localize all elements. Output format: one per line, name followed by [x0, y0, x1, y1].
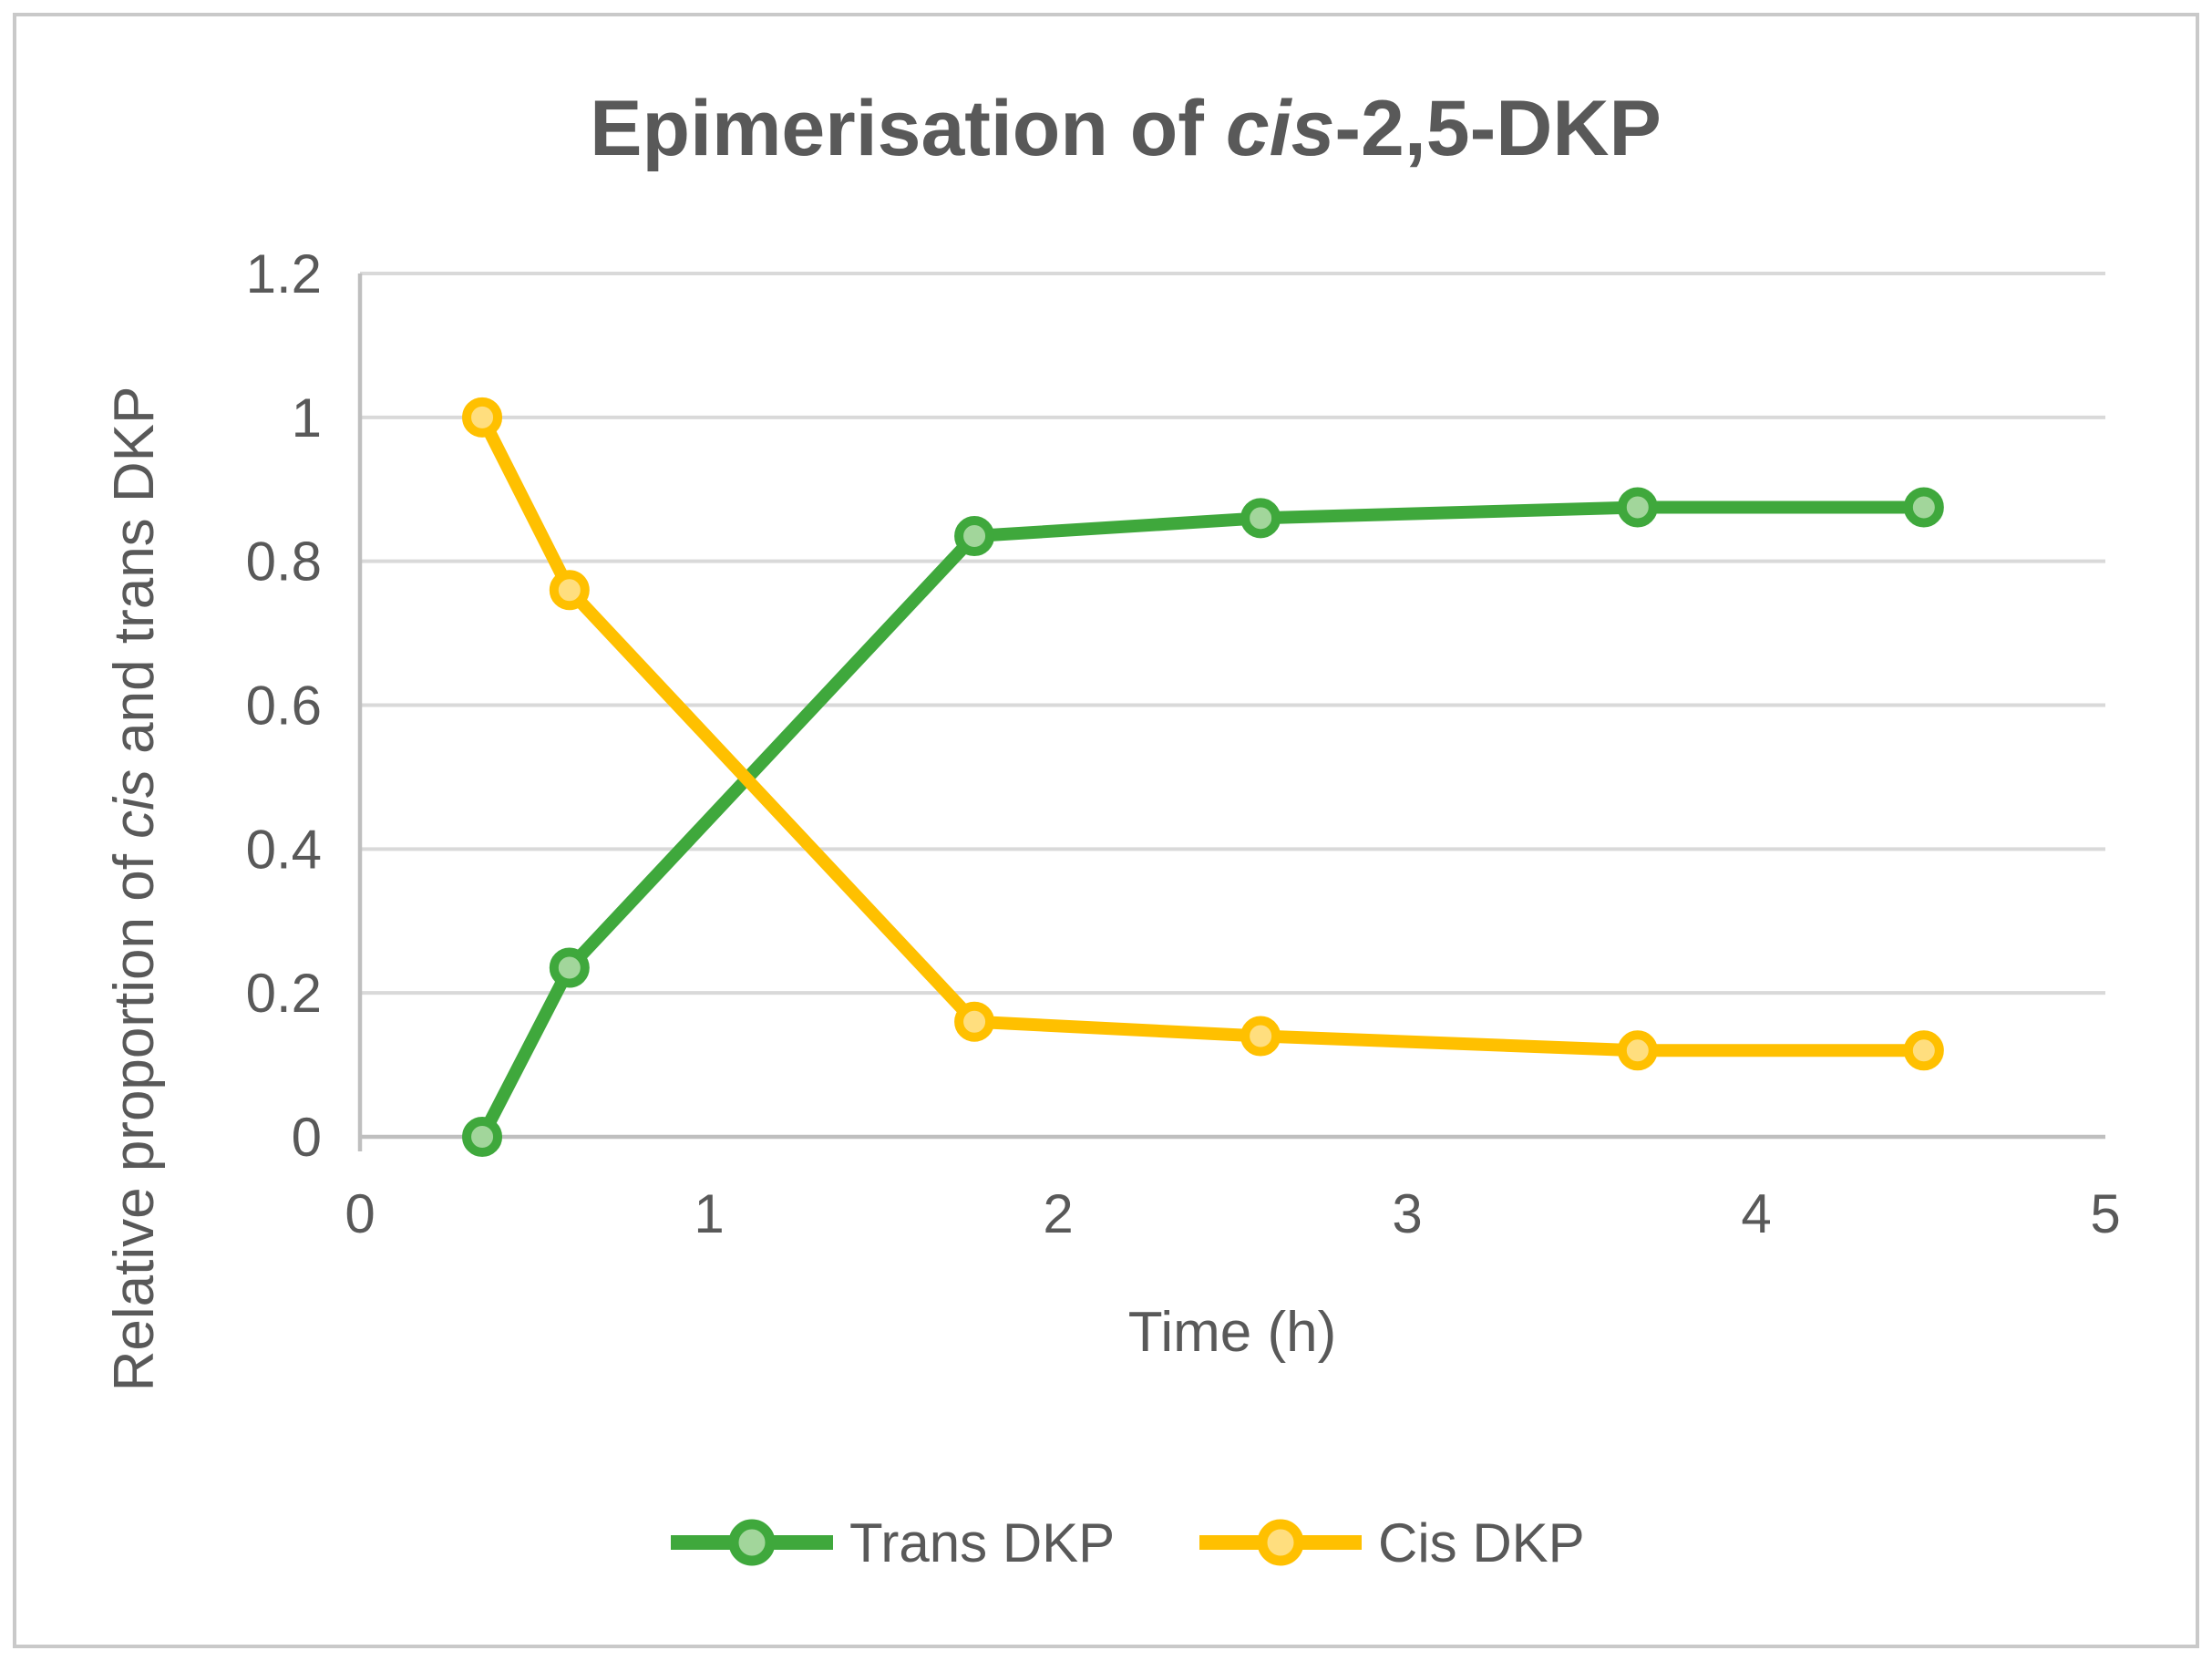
x-tick-label: 5 — [2090, 1183, 2120, 1244]
data-point-cis-dkp — [1903, 1030, 1944, 1071]
data-point-trans-dkp — [1903, 487, 1944, 528]
legend-label: Trans DKP — [849, 1512, 1115, 1573]
data-point-trans-dkp — [1240, 498, 1281, 539]
y-axis-title: Relative proportion of cis and trans DKP — [103, 387, 166, 1392]
data-point-trans-dkp — [549, 947, 590, 988]
data-point-cis-dkp — [954, 1001, 995, 1042]
x-tick-label: 3 — [1392, 1183, 1422, 1244]
data-point-cis-dkp — [462, 397, 503, 438]
data-point-cis-dkp — [1240, 1016, 1281, 1057]
y-tick-label: 0.4 — [246, 819, 322, 880]
x-tick-label: 2 — [1043, 1183, 1073, 1244]
data-point-trans-dkp — [954, 516, 995, 557]
legend: Trans DKP Cis DKP — [671, 1512, 1585, 1573]
series-line-cis-dkp — [476, 410, 1930, 1057]
x-tick-label: 0 — [345, 1183, 375, 1244]
data-point-cis-dkp — [1617, 1030, 1658, 1071]
data-point-trans-dkp — [462, 1117, 503, 1157]
legend-marker-circle — [1257, 1519, 1304, 1566]
series-layer — [462, 397, 1944, 1157]
y-tick-label: 0 — [292, 1107, 322, 1168]
legend-marker-circle — [728, 1519, 776, 1566]
x-axis-title: Time (h) — [1128, 1301, 1336, 1364]
legend-label: Cis DKP — [1378, 1512, 1585, 1573]
data-point-trans-dkp — [1617, 487, 1658, 528]
chart-title: Epimerisation of cis-2,5-DKP — [590, 85, 1662, 172]
data-point-cis-dkp — [549, 570, 590, 611]
y-tick-label: 1 — [292, 387, 322, 449]
series-line-trans-dkp — [476, 500, 1930, 1143]
grid-layer: 0 0.2 0.4 0.6 0.8 1 1.2 0 1 2 3 4 5 — [246, 243, 2121, 1244]
x-tick-label: 4 — [1741, 1183, 1771, 1244]
chart-frame — [13, 13, 2199, 1648]
y-tick-label: 1.2 — [246, 243, 322, 304]
x-tick-label: 1 — [694, 1183, 724, 1244]
y-tick-label: 0.6 — [246, 676, 322, 737]
y-tick-label: 0.2 — [246, 963, 322, 1024]
y-tick-label: 0.8 — [246, 531, 322, 593]
